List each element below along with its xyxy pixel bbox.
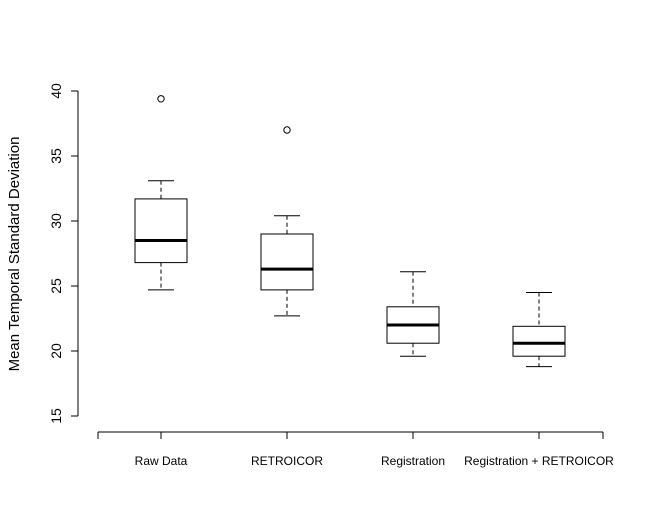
x-tick-label: Raw Data <box>135 454 188 468</box>
interquartile-box <box>260 233 314 291</box>
y-axis-label: Mean Temporal Standard Deviation <box>6 137 23 372</box>
box-2 <box>260 126 314 317</box>
x-tick-label: RETROICOR <box>251 454 323 468</box>
y-tick-label: 40 <box>48 83 64 99</box>
x-axis: Raw Data RETROICOR Registration Registratio… <box>97 431 614 468</box>
boxes <box>134 95 566 368</box>
y-tick-label: 25 <box>48 278 64 294</box>
outlier-point <box>157 95 165 103</box>
y-axis: 15 20 25 30 35 40 <box>48 83 79 424</box>
box-1 <box>134 95 188 291</box>
x-tick-label: Registration + RETROICOR <box>464 454 614 468</box>
interquartile-box <box>134 198 188 264</box>
box-4 <box>512 292 566 368</box>
interquartile-box <box>512 325 566 357</box>
box-3 <box>386 271 440 357</box>
y-tick-label: 20 <box>48 343 64 359</box>
outlier-point <box>283 126 291 134</box>
y-tick-label: 15 <box>48 408 64 424</box>
x-tick-label: Registration <box>381 454 445 468</box>
y-tick-label: 35 <box>48 148 64 164</box>
y-tick-label: 30 <box>48 213 64 229</box>
